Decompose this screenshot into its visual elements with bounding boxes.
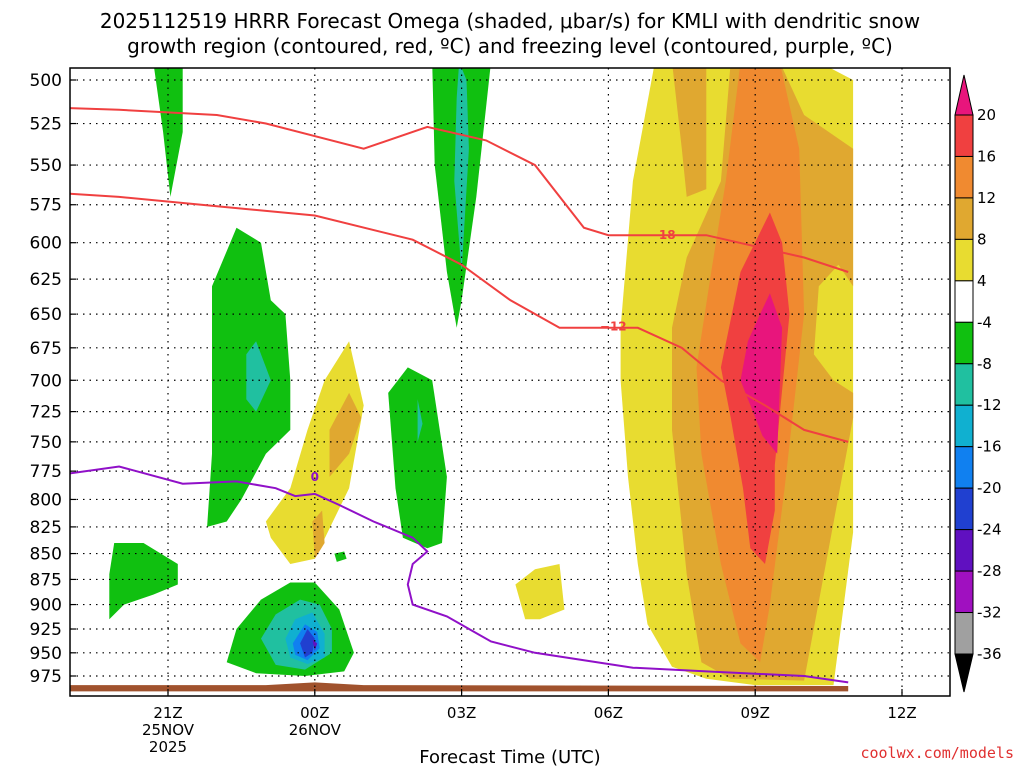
x-axis-label: Forecast Time (UTC) (419, 747, 600, 768)
contour-minus-18 (70, 107, 849, 273)
y-tick-label-875: 875 (30, 570, 62, 590)
positive-omega-8-small (329, 392, 362, 477)
x-tick-label-21Z-3: 2025 (149, 738, 187, 756)
colorbar-label--24: -24 (977, 521, 1002, 539)
x-tick-label-21Z-2: 25NOV (142, 721, 195, 739)
y-tick-label-675: 675 (30, 339, 62, 359)
y-tick-label-900: 900 (30, 596, 62, 616)
y-tick-label-925: 925 (30, 620, 62, 640)
colorbar-box-9 (954, 446, 974, 489)
contour-zero-freezing-level (70, 465, 849, 684)
y-tick-label-775: 775 (30, 462, 62, 482)
contour-lines: −18 −12 0 (70, 107, 849, 684)
y-tick-label-800: 800 (30, 490, 62, 510)
positive-omega-4-small-b (515, 564, 565, 620)
x-tick-label-00Z-1: 00Z (300, 704, 329, 722)
plot-area (70, 68, 854, 692)
x-tick-label-06Z-1: 06Z (594, 704, 623, 722)
colorbar-label-12: 12 (977, 189, 996, 207)
y-tick-label-725: 725 (30, 403, 62, 423)
colorbar-box-11 (954, 529, 974, 572)
y-tick-label-575: 575 (30, 196, 62, 216)
y-tick-label-950: 950 (30, 644, 62, 664)
axis-ticks: 500 525 550 575 600 625 650 675 700 725 750 775 800 8… (30, 71, 917, 756)
colorbar-box-7 (954, 363, 974, 406)
positive-omega-8-left (672, 68, 707, 197)
colorbar-label-4: 4 (977, 272, 987, 290)
contour-minus-12 (70, 192, 849, 443)
colorbar-label--20: -20 (977, 479, 1002, 497)
colorbar-label-8: 8 (977, 230, 987, 248)
contour-zero-freezing-level-label: 0 (311, 470, 319, 484)
colorbar-label--8: -8 (977, 355, 992, 373)
colorbar-box-3 (954, 197, 974, 240)
colorbar-box-13 (954, 612, 974, 655)
negative-omega-4-d (388, 367, 447, 549)
negative-omega-4-f (334, 551, 347, 562)
colorbar-label--12: -12 (977, 396, 1002, 414)
negative-omega-20-g (300, 629, 315, 658)
colorbar-box-5 (954, 280, 974, 323)
colorbar-label--28: -28 (977, 562, 1002, 580)
y-tick-label-550: 550 (30, 156, 62, 176)
contour-minus-12-label: −12 (600, 319, 627, 333)
x-tick-label-09Z-1: 09Z (741, 704, 770, 722)
positive-omega-8-small-b (312, 510, 325, 559)
negative-omega-8-b (246, 341, 271, 412)
y-tick-label-975: 975 (30, 667, 62, 687)
colorbar-box-6 (954, 321, 974, 365)
colorbar-label-16: 16 (977, 147, 996, 165)
negative-omega-24-g (312, 639, 318, 651)
ground-surface (70, 682, 849, 692)
colorbar-label--4: -4 (977, 313, 992, 331)
y-tick-label-600: 600 (30, 234, 62, 254)
y-tick-label-525: 525 (30, 115, 62, 135)
colorbar-box-2 (954, 155, 974, 199)
chart-title-line-2: growth region (contoured, red, ºC) and f… (127, 34, 893, 58)
x-tick-label-21Z-1: 21Z (153, 704, 182, 722)
chart-title-line-1: 2025112519 HRRR Forecast Omega (shaded, … (100, 9, 920, 33)
negative-omega-4-a (154, 68, 183, 197)
y-tick-label-750: 750 (30, 433, 62, 453)
colorbar-box-12 (954, 570, 974, 614)
colorbar-box-8 (954, 404, 974, 448)
x-tick-label-00Z-2: 26NOV (289, 721, 342, 739)
colorbar-bottom-arrow (954, 653, 974, 693)
watermark: coolwx.com/models (860, 744, 1014, 762)
x-tick-label-03Z-1: 03Z (447, 704, 476, 722)
negative-omega-4-e (109, 543, 178, 620)
y-tick-label-825: 825 (30, 518, 62, 538)
y-tick-label-850: 850 (30, 545, 62, 565)
colorbar-label-20: 20 (977, 106, 996, 124)
y-tick-label-500: 500 (30, 71, 62, 91)
y-tick-label-625: 625 (30, 270, 62, 290)
colorbar-label--32: -32 (977, 604, 1002, 622)
grid-lines (70, 68, 950, 696)
colorbar-box-4 (954, 238, 974, 282)
negative-omega-8-d (417, 399, 423, 442)
contour-minus-18-label: −18 (649, 228, 676, 242)
plot-frame (69, 67, 951, 697)
colorbar-top-arrow (954, 74, 974, 116)
y-tick-label-650: 650 (30, 305, 62, 325)
positive-omega-20 (740, 293, 783, 454)
colorbar-label--16: -16 (977, 438, 1002, 456)
colorbar-box-10 (954, 487, 974, 531)
colorbar: 20 16 12 8 4 -4 -8 -12 -16 -20 -24 -28 -32 -36 (954, 74, 1002, 693)
x-tick-label-12Z-1: 12Z (887, 704, 916, 722)
y-tick-label-700: 700 (30, 371, 62, 391)
colorbar-box-1 (954, 114, 974, 157)
colorbar-label--36: -36 (977, 645, 1002, 663)
negative-omega-8-c (454, 68, 469, 272)
